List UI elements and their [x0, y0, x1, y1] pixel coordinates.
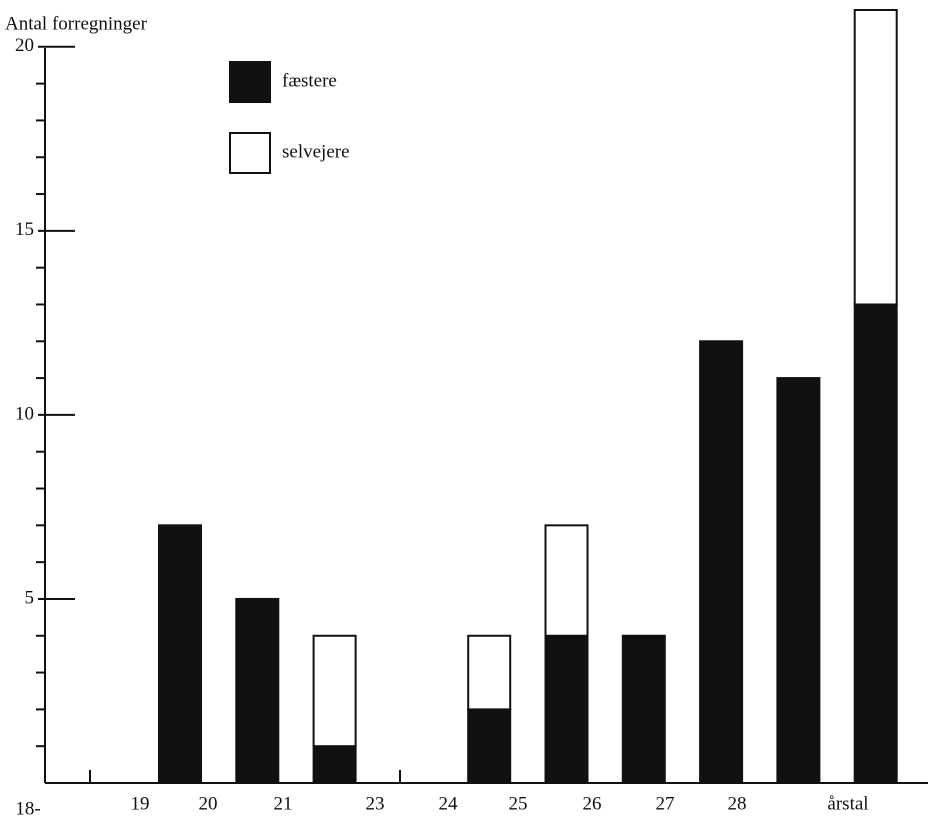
legend-label: fæstere: [282, 70, 337, 91]
x-tick-label: 28: [728, 793, 747, 814]
bar-segment: [776, 377, 821, 784]
legend-swatch: [229, 132, 271, 174]
chart-title: Antal forregninger: [5, 13, 148, 34]
bar-segment: [312, 745, 357, 785]
bar-segment: [699, 340, 744, 784]
bar-segment: [621, 634, 666, 784]
bar-segment: [467, 634, 512, 711]
bar-segment: [312, 634, 357, 748]
legend-label: selvejere: [282, 141, 350, 162]
x-tick-label: 21: [274, 793, 293, 814]
x-tick-label: årstal: [827, 793, 868, 814]
y-tick-label: 10: [15, 403, 34, 424]
x-tick-label: 19: [131, 793, 150, 814]
x-tick-label: 27: [656, 793, 675, 814]
bar-segment: [467, 708, 512, 785]
bar-segment: [235, 597, 280, 785]
x-tick-label: 26: [583, 793, 602, 814]
bar-segment: [853, 9, 898, 306]
x-tick-label: 24: [439, 793, 459, 814]
x-tick-label: 18-: [15, 798, 40, 818]
y-tick-label: 5: [25, 587, 35, 608]
bar-segment: [158, 524, 202, 784]
y-tick-label: 15: [15, 219, 34, 240]
x-tick-label: 25: [509, 793, 528, 814]
bar-segment: [544, 634, 589, 784]
y-tick-label: 20: [15, 35, 34, 56]
bar-segment: [853, 303, 898, 784]
x-tick-label: 23: [366, 793, 385, 814]
legend-swatch: [229, 61, 271, 103]
bar-segment: [544, 524, 589, 637]
x-tick-label: 20: [199, 793, 218, 814]
